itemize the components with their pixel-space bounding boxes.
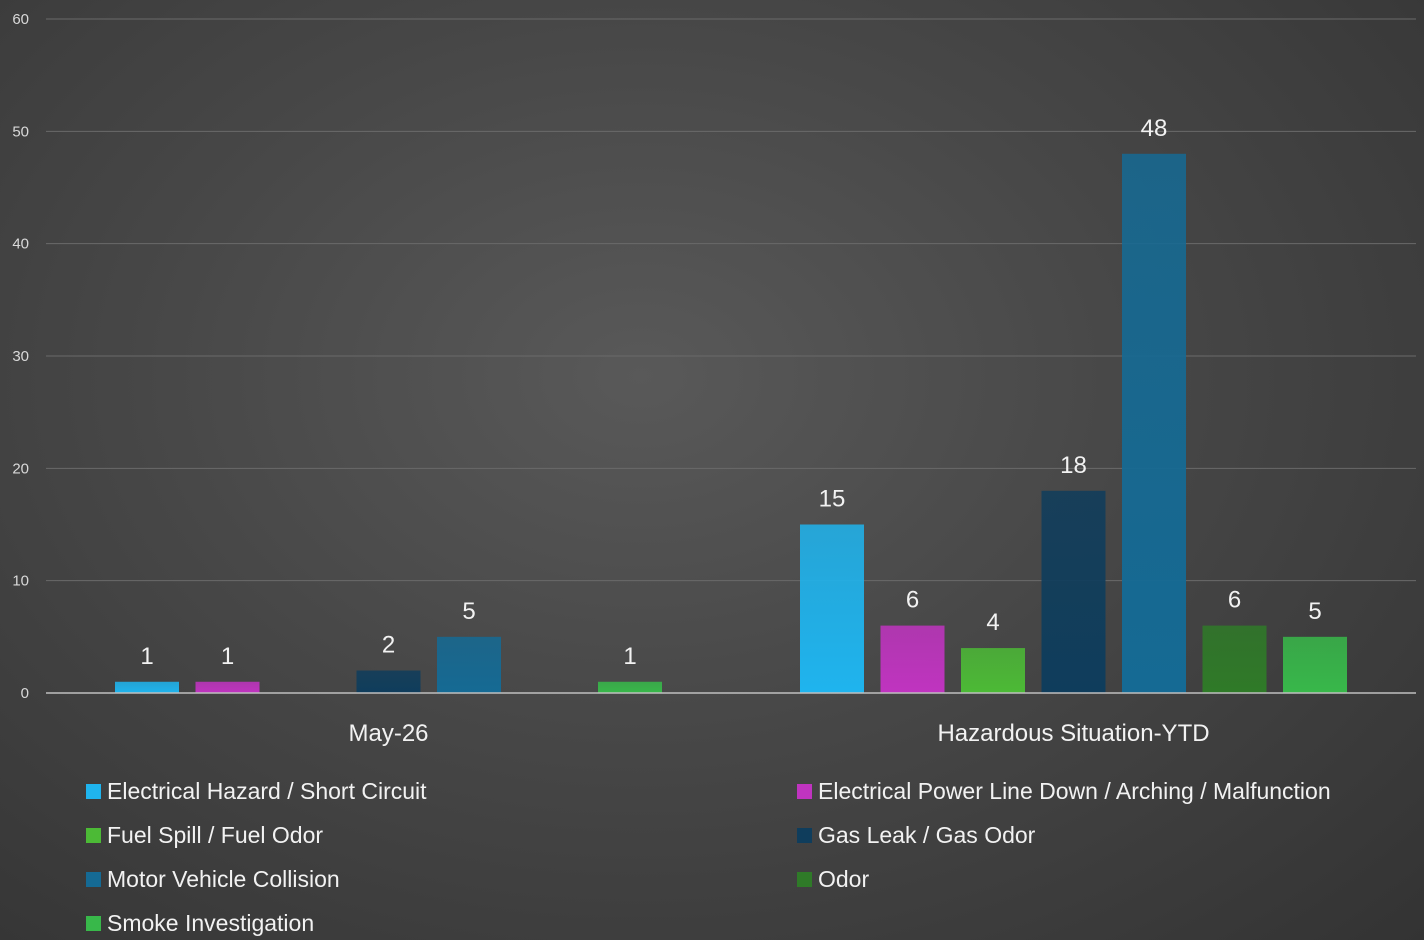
y-tick-label: 50 xyxy=(12,123,29,140)
data-label: 5 xyxy=(1308,598,1321,625)
data-label: 1 xyxy=(221,643,234,670)
legend-item: Odor xyxy=(797,864,1397,894)
legend-item: Electrical Hazard / Short Circuit xyxy=(86,776,797,806)
y-tick-label: 40 xyxy=(12,236,29,253)
bar xyxy=(880,625,945,693)
legend-item: Motor Vehicle Collision xyxy=(86,864,797,894)
bar xyxy=(1202,625,1267,693)
data-label: 1 xyxy=(623,643,636,670)
y-tick-label: 20 xyxy=(12,460,29,477)
data-label: 6 xyxy=(906,587,919,614)
bar xyxy=(115,681,179,693)
x-category-label: Hazardous Situation-YTD xyxy=(937,720,1209,747)
bars xyxy=(115,153,1347,694)
y-tick-label: 60 xyxy=(12,11,29,28)
data-label: 6 xyxy=(1228,587,1241,614)
legend-label: Electrical Power Line Down / Arching / M… xyxy=(818,777,1331,804)
legend-label: Motor Vehicle Collision xyxy=(107,865,340,892)
legend-swatch xyxy=(86,915,101,931)
y-tick-label: 10 xyxy=(12,573,29,590)
bar xyxy=(1122,153,1186,694)
bar-chart: 0 10 20 30 40 50 60 1 1 2 5 1 15 6 4 18 48 6 5 May-26 Haza… xyxy=(12,11,1416,747)
legend-swatch xyxy=(797,871,812,887)
legend: Electrical Hazard / Short Circuit Electri… xyxy=(86,776,1406,938)
bar xyxy=(1041,490,1106,693)
legend-label: Gas Leak / Gas Odor xyxy=(818,821,1036,848)
data-label: 15 xyxy=(819,486,846,513)
y-axis: 0 10 20 30 40 50 60 xyxy=(12,11,29,702)
data-labels: 1 1 2 5 1 15 6 4 18 48 6 5 xyxy=(140,115,1321,670)
legend-item: Smoke Investigation xyxy=(86,908,797,938)
x-category-label: May-26 xyxy=(348,720,428,747)
bar xyxy=(598,681,662,693)
data-label: 1 xyxy=(140,643,153,670)
legend-label: Electrical Hazard / Short Circuit xyxy=(107,777,427,804)
bar xyxy=(195,681,260,693)
legend-label: Fuel Spill / Fuel Odor xyxy=(107,821,324,848)
legend-label: Odor xyxy=(818,865,870,892)
data-label: 4 xyxy=(986,609,999,636)
legend-item: Gas Leak / Gas Odor xyxy=(797,820,1397,850)
legend-swatch xyxy=(86,871,101,887)
legend-label: Smoke Investigation xyxy=(107,909,315,936)
legend-swatch xyxy=(86,827,101,843)
y-tick-label: 0 xyxy=(21,685,29,702)
legend-item: Electrical Power Line Down / Arching / M… xyxy=(797,776,1397,806)
legend-item: Fuel Spill / Fuel Odor xyxy=(86,820,797,850)
bar xyxy=(437,636,501,693)
data-label: 18 xyxy=(1060,452,1087,479)
data-label: 2 xyxy=(382,632,395,659)
bar xyxy=(961,648,1025,693)
data-label: 5 xyxy=(462,598,475,625)
bar xyxy=(356,670,421,693)
legend-swatch xyxy=(797,783,812,799)
data-label: 48 xyxy=(1141,115,1168,142)
bar xyxy=(1283,636,1347,693)
y-tick-label: 30 xyxy=(12,348,29,365)
bar xyxy=(800,524,864,693)
legend-swatch xyxy=(797,827,812,843)
grid-lines xyxy=(46,18,1416,582)
x-axis: May-26 Hazardous Situation-YTD xyxy=(46,692,1416,747)
legend-swatch xyxy=(86,783,101,799)
